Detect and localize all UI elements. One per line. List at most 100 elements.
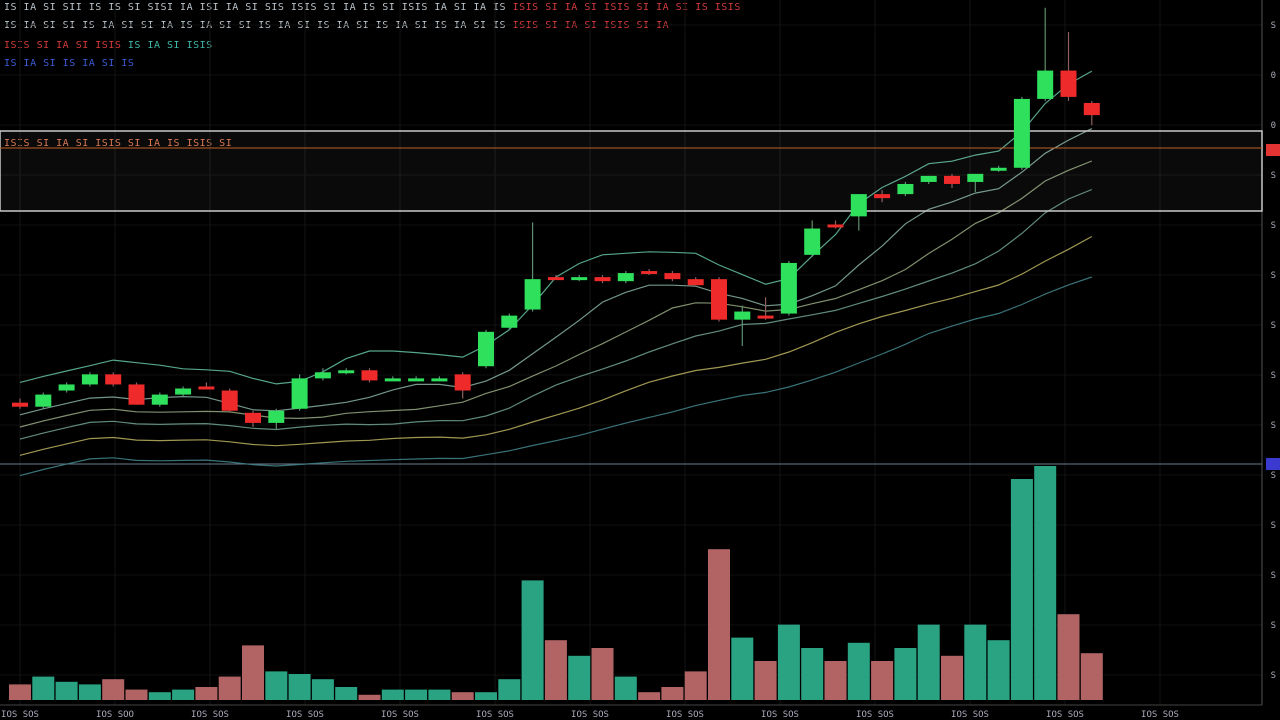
y-tick-label: 0 bbox=[1271, 121, 1276, 131]
header-line-1-text: IS IA SI SII IS IS SI SISI IA ISI IA SI … bbox=[4, 2, 507, 13]
volume-bar bbox=[1034, 466, 1057, 700]
volume-bar bbox=[661, 687, 684, 700]
candle-body bbox=[920, 175, 937, 182]
volume-bar bbox=[614, 676, 637, 700]
x-tick-label: IOS SOS bbox=[1141, 710, 1179, 720]
y-tick-label: S bbox=[1271, 221, 1276, 231]
volume-bar bbox=[265, 671, 288, 700]
ma-line-mid bbox=[19, 160, 1093, 428]
volume-bars bbox=[9, 466, 1103, 700]
volume-bar bbox=[521, 580, 544, 700]
candle-body bbox=[780, 262, 797, 314]
volume-bar bbox=[708, 549, 730, 700]
candle-body bbox=[268, 410, 285, 423]
header-line-4: IS IA SI IS IA SI IS bbox=[4, 58, 134, 69]
candles bbox=[12, 7, 1100, 429]
volume-bar bbox=[801, 648, 824, 700]
x-tick-label: IOS SOS bbox=[476, 710, 514, 720]
candle-body bbox=[594, 277, 611, 282]
grid-lines bbox=[0, 0, 1263, 706]
volume-bar bbox=[102, 679, 125, 700]
candle-body bbox=[151, 394, 168, 405]
candle-body bbox=[711, 279, 727, 320]
x-tick-label: IOS SOS bbox=[666, 710, 704, 720]
candle-body bbox=[664, 273, 681, 280]
candle-body bbox=[617, 273, 634, 282]
volume-bar bbox=[754, 661, 777, 700]
y-tick-label: S bbox=[1271, 671, 1276, 681]
volume-bar bbox=[475, 692, 497, 700]
candle-body bbox=[1013, 98, 1030, 168]
candle-body bbox=[105, 374, 122, 385]
candle-body bbox=[1083, 102, 1100, 116]
candle-body bbox=[757, 315, 774, 319]
volume-bar bbox=[824, 661, 847, 700]
x-tick-label: IOS SOS bbox=[1, 710, 39, 720]
volume-bar bbox=[684, 671, 707, 700]
candle-body bbox=[454, 374, 471, 391]
resistance-zone bbox=[0, 130, 1263, 212]
ma-line-slow bbox=[19, 188, 1093, 440]
volume-bar bbox=[1010, 479, 1033, 700]
lower-band-line bbox=[19, 276, 1092, 477]
candle-body bbox=[547, 277, 564, 281]
resistance-zone-box bbox=[0, 130, 1263, 212]
x-tick-label: IOS SOS bbox=[286, 710, 324, 720]
y-tick-label: S bbox=[1271, 321, 1276, 331]
x-tick-label: IOS SOS bbox=[951, 710, 989, 720]
candle-body bbox=[175, 388, 192, 395]
y-tick-label: S bbox=[1271, 421, 1276, 431]
candle-body bbox=[314, 372, 331, 379]
volume-bar bbox=[78, 684, 101, 700]
volume-bar bbox=[847, 642, 870, 700]
candle-body bbox=[361, 370, 378, 381]
volume-bar bbox=[568, 655, 591, 700]
volume-bar bbox=[591, 648, 614, 700]
candle-body bbox=[81, 374, 98, 385]
candle-body bbox=[804, 228, 821, 255]
x-tick-label: IOS SOS bbox=[761, 710, 799, 720]
candle-body bbox=[967, 173, 984, 182]
volume-bar bbox=[288, 674, 311, 700]
candle-body bbox=[128, 384, 145, 405]
volume-bar bbox=[451, 692, 474, 700]
x-tick-label: IOS SOS bbox=[856, 710, 894, 720]
y-tick-label: S bbox=[1271, 471, 1276, 481]
candle-body bbox=[408, 378, 425, 382]
y-tick-label: S bbox=[1271, 621, 1276, 631]
candle-body bbox=[338, 370, 355, 374]
candle-body bbox=[990, 167, 1007, 171]
volume-bar bbox=[55, 681, 78, 700]
y-tick-label: S bbox=[1271, 271, 1276, 281]
candle-body bbox=[641, 271, 658, 275]
x-tick-label: IOS SOS bbox=[191, 710, 229, 720]
volume-bar bbox=[218, 676, 241, 700]
x-tick-label: IOS SOS bbox=[381, 710, 419, 720]
candle-body bbox=[245, 412, 261, 423]
candle-body bbox=[1037, 70, 1054, 99]
volume-bar bbox=[311, 679, 334, 700]
volume-bar bbox=[987, 640, 1010, 700]
volume-bar bbox=[1057, 614, 1080, 700]
header-line-4-blue-text: IS IA SI IS IA SI IS bbox=[4, 58, 135, 69]
volume-bar bbox=[941, 655, 963, 700]
current-price-marker bbox=[1266, 144, 1280, 156]
volume-bar bbox=[381, 689, 404, 700]
y-tick-label: S bbox=[1271, 21, 1276, 31]
candle-body bbox=[687, 279, 704, 286]
candle-body bbox=[384, 378, 401, 382]
candle-body bbox=[944, 175, 960, 184]
candle-body bbox=[734, 311, 751, 320]
x-tick-label: IOS SOO bbox=[96, 710, 134, 720]
candle-body bbox=[35, 394, 52, 407]
y-tick-label: S bbox=[1271, 171, 1276, 181]
zone-label: ISIS SI IA SI ISIS SI IA IS ISIS SI bbox=[4, 138, 232, 149]
x-tick-label: IOS SOS bbox=[571, 710, 609, 720]
volume-bar bbox=[894, 648, 917, 700]
axes: IOS SOS IOS SOO IOS SOS IOS SOS IOS SOS IOS S… bbox=[1, 21, 1280, 720]
volume-bar bbox=[242, 645, 264, 700]
volume-bar bbox=[172, 689, 195, 700]
candle-body bbox=[221, 390, 238, 411]
candle-body bbox=[1060, 70, 1077, 97]
